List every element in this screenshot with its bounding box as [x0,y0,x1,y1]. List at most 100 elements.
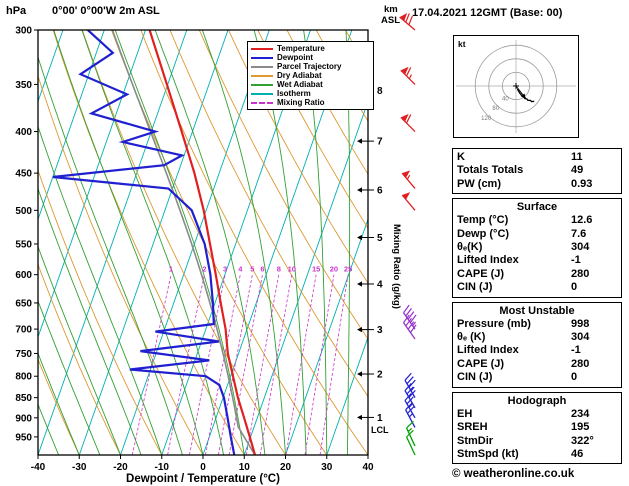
svg-text:750: 750 [15,349,32,360]
svg-text:30: 30 [321,462,333,473]
temperature-line [148,30,257,455]
row-value: 12.6 [571,214,593,227]
svg-text:40: 40 [502,97,509,103]
svg-text:80: 80 [492,106,499,112]
svg-text:800: 800 [15,372,32,383]
row-label: θₑ (K) [457,331,486,344]
legend-swatch [251,83,273,86]
svg-text:400: 400 [15,127,32,138]
svg-text:-20: -20 [113,462,128,473]
wind-barb [402,314,417,340]
row-label: Lifted Index [457,254,519,267]
kt-label: kt [458,39,466,49]
row-value: 0.93 [571,177,593,190]
row-label: Lifted Index [457,344,519,357]
row-value: 304 [571,241,590,254]
mixing-ratio-labels: 1 2 3 4 5 6 8 10 15 20 25 [169,265,352,274]
legend-swatch [251,74,273,77]
svg-text:6: 6 [260,265,264,274]
svg-text:20: 20 [280,462,292,473]
svg-text:-10: -10 [155,462,170,473]
table-row: Totals Totals 49 [457,164,617,177]
row-label: Dewp (°C) [457,227,510,240]
pressure-axis: 300 350 400 450 500 550 600 650 700 750 800 850 900 9… [15,26,38,443]
row-label: StmSpd (kt) [457,447,519,460]
legend-item: Isotherm [251,89,370,98]
dewpoint-line [52,30,236,455]
svg-text:10: 10 [239,462,251,473]
km-label: km [384,4,398,15]
row-label: Pressure (mb) [457,317,531,330]
pressure-unit-label: hPa [6,5,27,17]
svg-text:350: 350 [15,80,32,91]
svg-text:8: 8 [277,265,281,274]
table-row: CIN (J) 0 [457,281,617,294]
wind-barb [400,66,416,85]
mixing-ratio-axis-title: Mixing Ratio (g/kg) [391,224,402,309]
row-value: 46 [571,447,584,460]
row-value: 11 [571,151,583,163]
table-row: Dewp (°C) 7.6 [457,228,617,241]
altitude-axis: 1 2 3 4 5 6 7 8 [357,86,383,424]
table-most-unstable: Most Unstable Pressure (mb) 998 θₑ (K) 304 Li… [452,301,622,388]
legend-item: Temperature [251,44,370,53]
legend-swatch [251,92,273,95]
table-row: PW (cm) 0.93 [457,178,617,191]
legend-label: Temperature [277,44,325,53]
table-row: Lifted Index -1 [457,254,617,267]
wind-barb [405,402,416,428]
row-label: PW (cm) [457,177,501,190]
row-value: 0 [571,371,578,384]
svg-text:120: 120 [481,116,492,122]
svg-text:1: 1 [169,265,173,274]
row-value: 0 [571,281,578,294]
row-label: CIN (J) [457,371,493,384]
wind-barb [404,383,416,409]
dry-adiabat-lines [38,30,368,455]
row-value: -1 [571,344,581,357]
x-axis-title: Dewpoint / Temperature (°C) [126,473,280,485]
svg-text:7: 7 [377,137,383,148]
legend-label: Parcel Trajectory [277,62,342,71]
svg-text:4: 4 [238,265,243,274]
row-label: θₑ(K) [457,241,483,254]
svg-text:300: 300 [15,26,32,37]
table-indices: K 11 Totals Totals 49 PW (cm) 0.93 [452,148,622,195]
row-label: CAPE (J) [457,267,505,280]
table-row: CIN (J) 0 [457,371,617,384]
svg-text:15: 15 [312,265,320,274]
table-row: SREH 195 [457,421,617,434]
legend-box: Temperature Dewpoint Parcel Trajectory Dry … [247,41,374,110]
svg-text:600: 600 [15,270,32,281]
svg-text:950: 950 [15,432,32,443]
table-row: Pressure (mb) 998 [457,318,617,331]
svg-text:2: 2 [377,370,383,381]
mixing-ratio-lines [131,274,349,455]
svg-text:6: 6 [377,185,383,196]
legend-swatch [251,101,273,104]
wind-barb [401,192,416,211]
row-label: EH [457,407,473,420]
svg-text:20: 20 [330,265,338,274]
legend-label: Isotherm [277,89,311,98]
svg-text:500: 500 [15,206,32,217]
svg-text:900: 900 [15,413,32,424]
row-label: CAPE (J) [457,357,505,370]
wind-barb [405,429,416,456]
row-value: 49 [571,164,584,177]
svg-text:10: 10 [288,265,296,274]
svg-text:2: 2 [202,265,206,274]
parcel-trajectory-line [111,30,256,455]
svg-text:-30: -30 [72,462,87,473]
table-row: StmDir 322° [457,435,617,448]
svg-text:3: 3 [377,325,383,336]
svg-text:1: 1 [377,413,383,424]
table-header: Most Unstable [499,304,575,317]
table-row: Temp (°C) 12.6 [457,214,617,227]
row-value: 195 [571,421,590,434]
row-label: Totals Totals [457,164,524,177]
table-hodograph: Hodograph EH 234 SREH 195 StmDir 322° StmSpd (k… [452,391,622,465]
wind-barb [400,113,416,133]
row-value: 280 [571,267,590,280]
